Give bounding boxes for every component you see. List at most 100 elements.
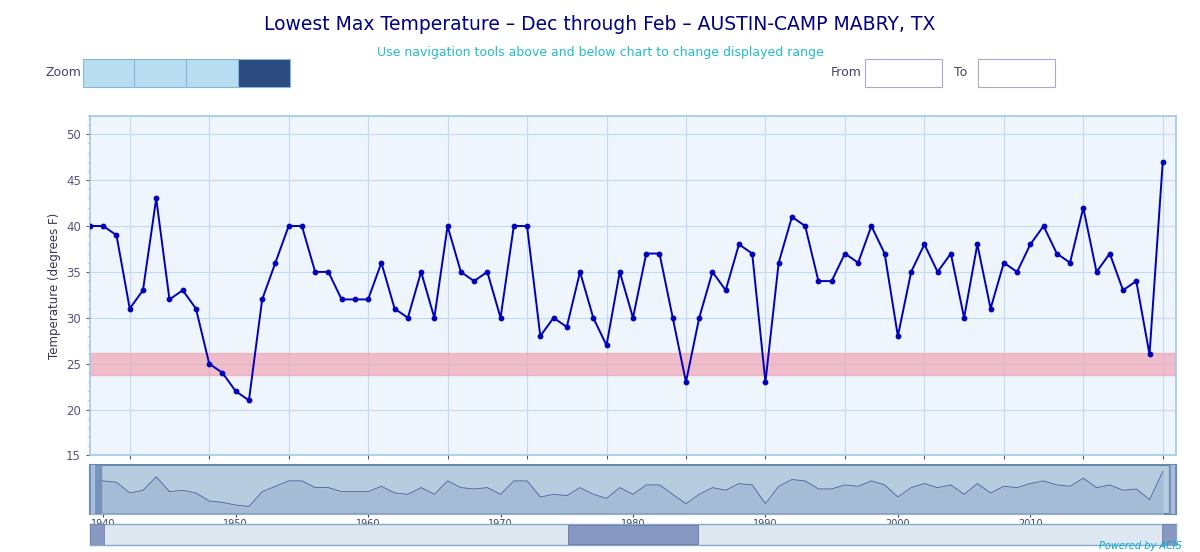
Y-axis label: Temperature (degrees F): Temperature (degrees F) (48, 213, 60, 359)
Text: Lowest Max Temperature – Dec through Feb – AUSTIN-CAMP MABRY, TX: Lowest Max Temperature – Dec through Feb… (264, 15, 936, 34)
Point (504, 221, 523, 230)
Point (743, 249, 762, 258)
Point (319, 268, 338, 277)
Point (1140, 350, 1159, 359)
Point (478, 268, 497, 277)
Point (160, 295, 179, 304)
Point (80, 221, 100, 230)
Point (703, 268, 722, 277)
Point (186, 304, 205, 313)
Point (835, 249, 854, 258)
Point (94, 221, 113, 230)
Point (928, 268, 947, 277)
Point (756, 378, 775, 386)
Point (530, 332, 550, 341)
Point (677, 378, 696, 386)
Point (306, 268, 325, 277)
Point (266, 258, 286, 267)
Point (690, 314, 709, 322)
Text: All: All (256, 68, 272, 78)
Point (133, 286, 152, 295)
Point (570, 268, 589, 277)
Point (252, 295, 271, 304)
Point (332, 295, 352, 304)
Point (212, 368, 232, 377)
Point (637, 249, 656, 258)
Text: ◄: ◄ (95, 532, 100, 538)
Point (346, 295, 365, 304)
Point (1087, 268, 1106, 277)
Point (809, 277, 828, 285)
Point (888, 332, 907, 341)
Text: 1 yr: 1 yr (98, 68, 120, 78)
Point (517, 221, 536, 230)
Bar (1169, 465, 1180, 514)
Text: To: To (954, 66, 967, 79)
Point (716, 286, 736, 295)
Point (624, 314, 643, 322)
Text: III: III (628, 530, 638, 539)
Bar (90, 353, 1176, 375)
Point (1008, 268, 1027, 277)
Point (954, 314, 973, 322)
Point (1127, 277, 1146, 285)
Point (544, 314, 563, 322)
Point (650, 249, 670, 258)
Text: 2021: 2021 (1001, 66, 1032, 79)
Point (730, 240, 749, 249)
Point (796, 221, 815, 230)
Point (980, 304, 1000, 313)
Text: 10 yrs: 10 yrs (144, 68, 178, 78)
Text: Use navigation tools above and below chart to change displayed range: Use navigation tools above and below cha… (377, 46, 823, 59)
Point (438, 221, 457, 230)
Point (914, 240, 934, 249)
Point (1114, 286, 1133, 295)
Bar (1162, 524, 1176, 545)
Point (1061, 258, 1080, 267)
Point (769, 258, 788, 267)
Point (583, 314, 602, 322)
Point (1153, 157, 1172, 166)
Point (596, 341, 616, 350)
Bar (568, 526, 698, 544)
Bar (90, 524, 104, 545)
Point (1074, 203, 1093, 212)
Point (967, 240, 986, 249)
Point (280, 221, 299, 230)
Text: Powered by ACIS: Powered by ACIS (1099, 541, 1182, 551)
Text: Zoom: Zoom (46, 66, 82, 79)
Point (782, 213, 802, 221)
Point (491, 314, 510, 322)
Point (146, 194, 166, 203)
Point (239, 396, 258, 405)
Point (875, 249, 894, 258)
Point (412, 268, 431, 277)
Point (359, 295, 378, 304)
Point (862, 221, 881, 230)
Point (941, 249, 960, 258)
Point (1034, 221, 1054, 230)
Point (1100, 249, 1120, 258)
Point (293, 221, 312, 230)
Point (385, 304, 404, 313)
Point (372, 258, 391, 267)
Point (425, 314, 444, 322)
Point (664, 314, 683, 322)
Point (1048, 249, 1067, 258)
Point (398, 314, 418, 322)
Point (848, 258, 868, 267)
Text: 1939: 1939 (888, 66, 919, 79)
Point (173, 286, 192, 295)
Point (464, 277, 484, 285)
Point (107, 231, 126, 240)
Text: ►: ► (1166, 532, 1171, 538)
Point (226, 387, 245, 396)
Point (451, 268, 470, 277)
Text: From: From (830, 66, 862, 79)
Point (199, 359, 218, 368)
Bar (90, 465, 101, 514)
Point (995, 258, 1014, 267)
Text: 30 yrs: 30 yrs (196, 68, 229, 78)
Point (120, 304, 139, 313)
Point (1021, 240, 1040, 249)
